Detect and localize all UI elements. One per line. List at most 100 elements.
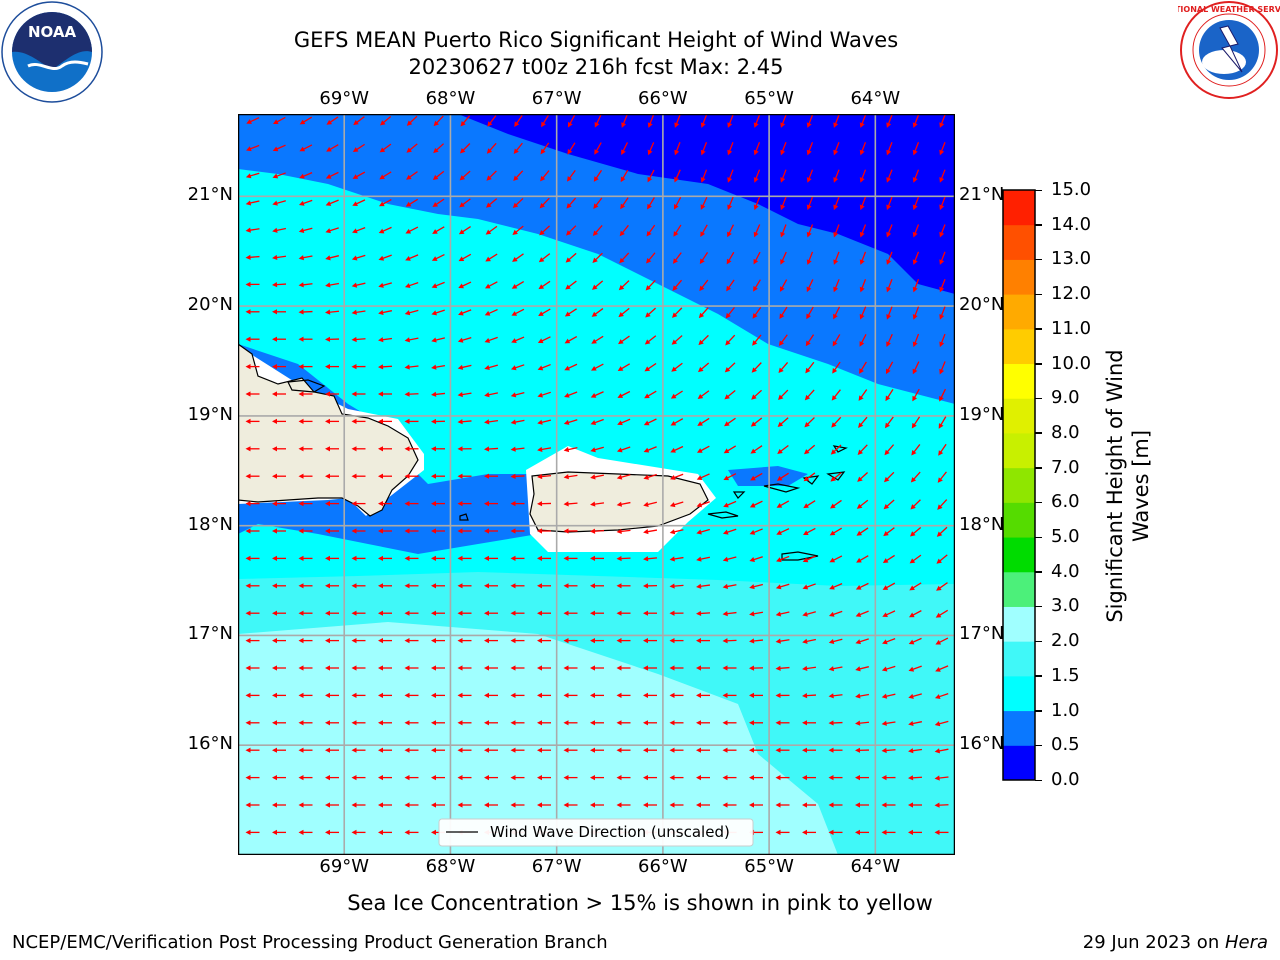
wave-arrow-icon xyxy=(484,638,498,644)
wave-arrow-icon xyxy=(833,196,840,211)
wave-arrow-icon xyxy=(775,583,790,590)
wave-arrow-icon xyxy=(485,253,498,262)
colorbar-segment-13 xyxy=(1003,294,1035,330)
wave-arrow-icon xyxy=(351,638,366,644)
wave-arrow-icon xyxy=(725,334,736,346)
footer-branch: NCEP/EMC/Verification Post Processing Pr… xyxy=(12,932,608,953)
wave-arrow-icon xyxy=(299,116,313,125)
wave-arrow-icon xyxy=(884,471,895,483)
wave-arrow-icon xyxy=(378,720,392,726)
chart-title-line2: 20230627 t00z 216h fcst Max: 2.45 xyxy=(408,55,784,79)
wave-arrow-icon xyxy=(674,169,681,183)
wave-arrow-icon xyxy=(753,224,761,238)
wave-arrow-icon xyxy=(245,747,260,753)
wave-arrow-icon xyxy=(272,446,286,452)
wave-arrow-icon xyxy=(351,802,366,808)
wave-arrow-icon xyxy=(539,225,551,236)
wave-arrow-icon xyxy=(832,334,841,347)
wave-arrow-icon xyxy=(460,115,471,127)
wave-arrow-icon xyxy=(749,638,764,644)
wave-arrow-icon xyxy=(378,199,392,207)
wave-arrow-icon xyxy=(431,309,445,316)
footer-date: 29 Jun 2023 on Hera xyxy=(1083,932,1268,953)
wave-arrow-icon xyxy=(828,693,843,699)
wave-arrow-icon xyxy=(753,114,761,128)
wave-arrow-icon xyxy=(351,309,366,315)
wave-arrow-icon xyxy=(298,610,313,616)
wave-arrow-icon xyxy=(405,254,419,261)
wind-wave-arrows xyxy=(245,114,949,835)
wave-arrow-icon xyxy=(644,335,657,345)
wave-arrow-icon xyxy=(939,279,946,293)
wave-arrow-icon xyxy=(457,665,472,671)
wave-arrow-icon xyxy=(484,473,498,479)
wave-arrow-icon xyxy=(325,610,339,616)
colorbar-label-line1: Significant Height of Wind xyxy=(1103,349,1127,623)
colorbar-tick-mark-4 xyxy=(1035,640,1042,643)
wave-arrow-icon xyxy=(272,364,286,370)
wave-arrow-icon xyxy=(616,747,631,753)
wave-arrow-icon xyxy=(404,747,419,753)
wave-arrow-icon xyxy=(727,114,734,128)
wave-arrow-icon xyxy=(908,802,922,808)
wave-arrow-icon xyxy=(351,364,366,370)
wave-arrow-icon xyxy=(833,306,841,320)
wave-arrow-icon xyxy=(939,142,946,156)
wave-arrow-icon xyxy=(431,775,445,781)
colorbar-segment-8 xyxy=(1003,467,1035,503)
wave-arrow-icon xyxy=(298,528,313,534)
lon-label-bottom-2: 67°W xyxy=(531,856,582,877)
wave-arrow-icon xyxy=(674,114,681,128)
wave-arrow-icon xyxy=(908,829,922,835)
wave-arrow-icon xyxy=(700,114,708,128)
wave-arrow-icon xyxy=(484,747,498,753)
wave-arrow-icon xyxy=(617,363,631,371)
wave-arrow-icon xyxy=(912,196,920,211)
wave-arrow-icon xyxy=(832,361,841,374)
wave-arrow-icon xyxy=(802,665,817,672)
wave-arrow-icon xyxy=(325,747,339,753)
wave-arrow-icon xyxy=(911,416,921,429)
wave-arrow-icon xyxy=(404,501,419,507)
wave-arrow-icon xyxy=(696,802,710,808)
wave-arrow-icon xyxy=(749,720,763,726)
wave-arrow-icon xyxy=(726,251,735,265)
wave-arrow-icon xyxy=(537,419,551,425)
wave-arrow-icon xyxy=(829,583,843,590)
wave-arrow-icon xyxy=(806,224,814,238)
wave-arrow-icon xyxy=(749,528,763,535)
wave-arrow-icon xyxy=(727,224,735,238)
lon-label-top-0: 69°W xyxy=(319,88,370,109)
wave-arrow-icon xyxy=(912,142,920,156)
wave-arrow-icon xyxy=(859,251,867,265)
wave-arrow-icon xyxy=(566,197,577,209)
wave-arrow-icon xyxy=(510,720,525,726)
wave-arrow-icon xyxy=(563,802,578,808)
wave-arrow-icon xyxy=(245,364,260,370)
wave-arrow-icon xyxy=(378,692,392,698)
wave-arrow-icon xyxy=(696,501,710,508)
wave-arrow-icon xyxy=(912,279,920,293)
wave-arrow-icon xyxy=(325,638,339,644)
wave-arrow-icon xyxy=(298,501,313,507)
wave-arrow-icon xyxy=(378,446,392,452)
wave-arrow-icon xyxy=(858,416,868,428)
wave-arrow-icon xyxy=(859,224,867,238)
colorbar-tick-mark-13 xyxy=(1035,328,1042,330)
wave-arrow-icon xyxy=(245,583,260,589)
wave-arrow-icon xyxy=(378,665,392,671)
wave-arrow-icon xyxy=(484,665,498,671)
wave-arrow-icon xyxy=(272,116,286,124)
wave-arrow-icon xyxy=(828,610,843,617)
wave-arrow-icon xyxy=(457,501,472,507)
wave-arrow-icon xyxy=(431,364,446,370)
wave-arrow-icon xyxy=(351,282,366,288)
wave-arrow-icon xyxy=(780,224,787,238)
wave-arrow-icon xyxy=(351,583,366,589)
wave-arrow-icon xyxy=(325,364,339,370)
wave-arrow-icon xyxy=(857,472,869,482)
colorbar-tick-label-16: 14.0 xyxy=(1051,213,1092,235)
wave-arrow-icon xyxy=(912,306,920,320)
wave-arrow-icon xyxy=(696,720,710,726)
wave-arrow-icon xyxy=(698,334,709,346)
